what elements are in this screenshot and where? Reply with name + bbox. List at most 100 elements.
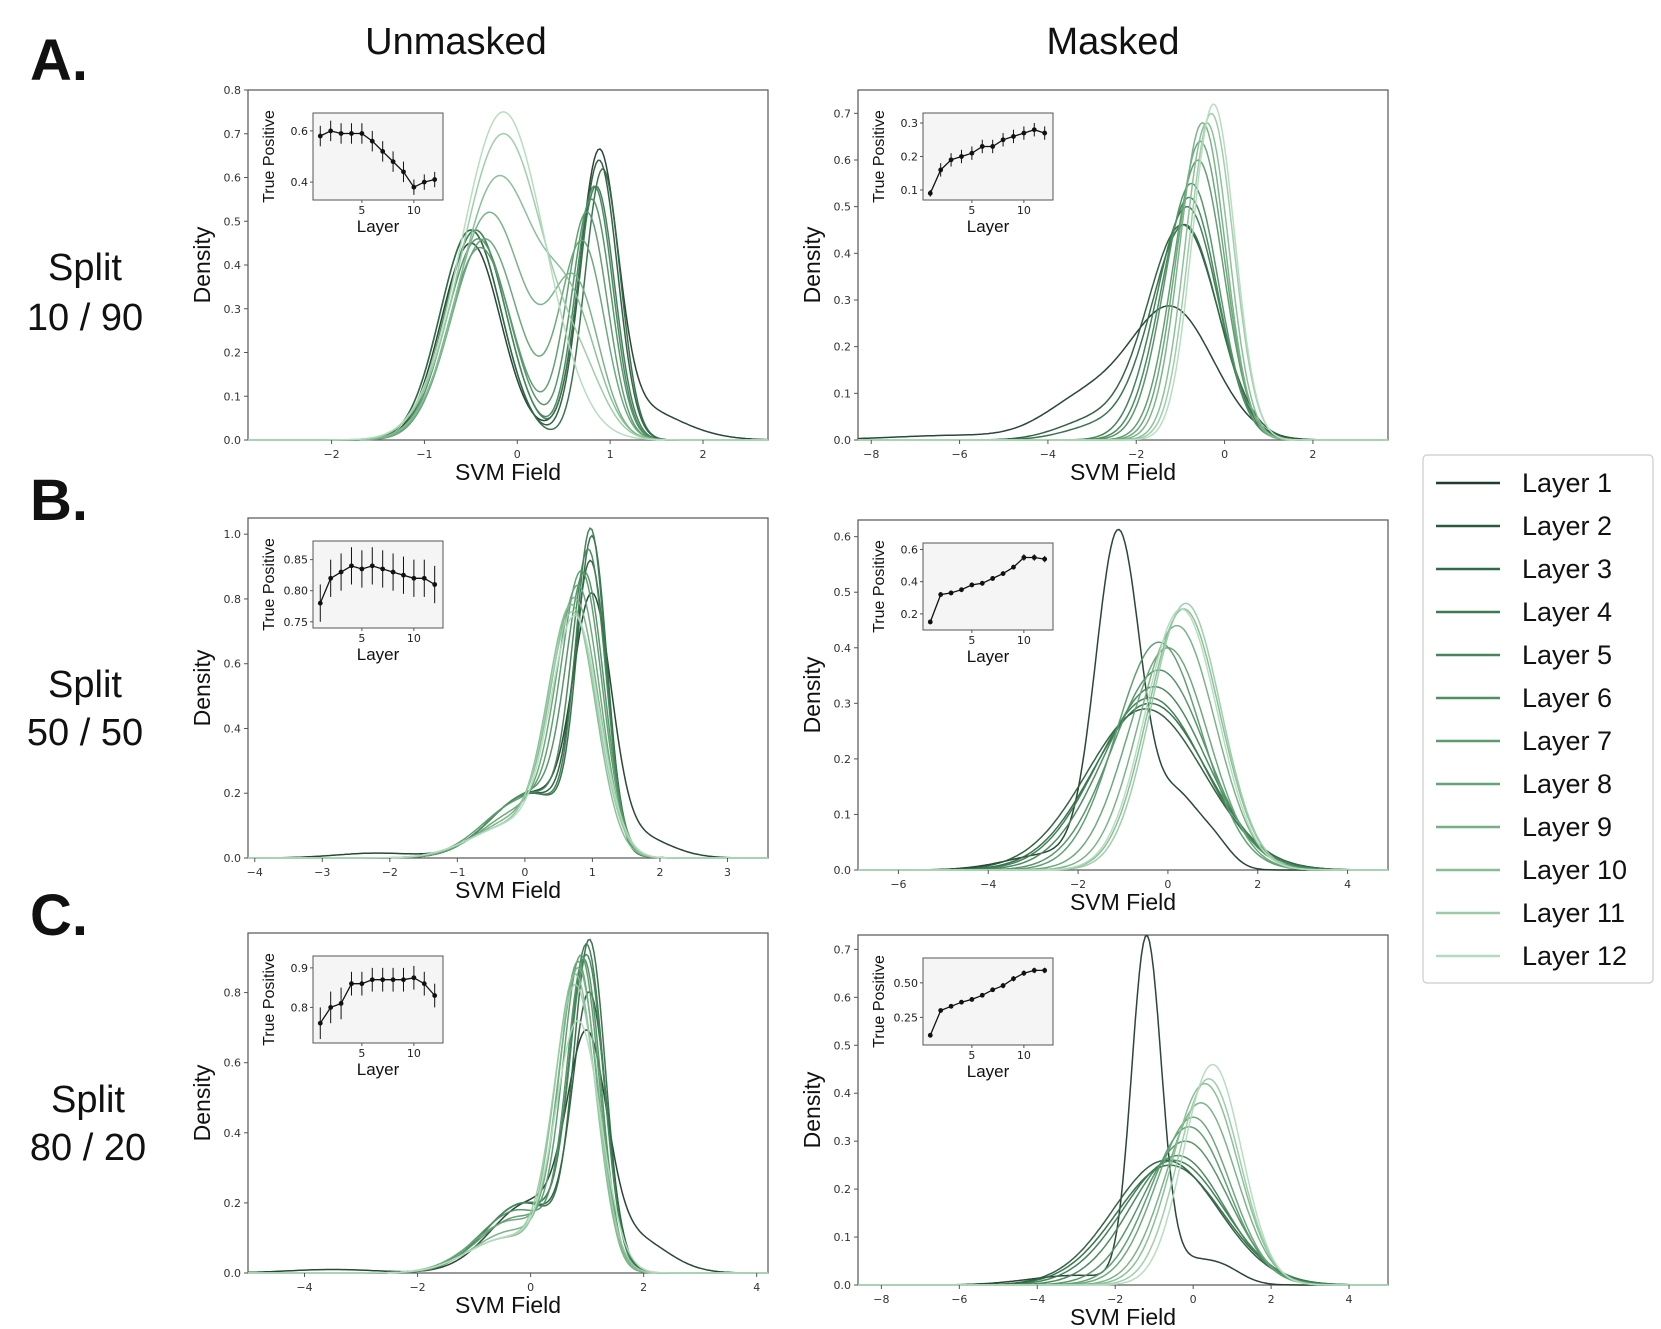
x-tick-label: −3 xyxy=(314,866,330,879)
inset-y-tick-label: 0.75 xyxy=(284,616,309,629)
inset-point xyxy=(948,590,954,596)
inset-point xyxy=(328,575,334,581)
inset-point xyxy=(969,997,975,1002)
inset-y-tick-label: 0.85 xyxy=(284,554,309,567)
y-tick-label: 0.4 xyxy=(834,642,852,655)
inset-point xyxy=(411,184,417,190)
inset-point xyxy=(948,1003,954,1009)
inset-point xyxy=(432,993,438,998)
inset-point xyxy=(990,144,996,149)
inset-frame xyxy=(922,957,1054,1046)
inset-point xyxy=(328,128,334,134)
x-tick-label: 0 xyxy=(1190,1293,1197,1306)
y-tick-label: 0.6 xyxy=(834,531,852,544)
y-tick-label: 0.1 xyxy=(834,808,852,821)
x-axis-label: SVM Field xyxy=(455,877,561,903)
legend-label-layer-6: Layer 6 xyxy=(1522,683,1612,713)
row-label-c-line2: 80 / 20 xyxy=(30,1127,146,1169)
inset-frame xyxy=(922,112,1054,201)
legend-entries: Layer 1 Layer 2 Layer 3 Layer 4 Layer 5 Layer… xyxy=(1436,468,1627,971)
inset-point xyxy=(1042,556,1048,562)
column-title-masked: Masked xyxy=(1046,21,1179,63)
inset-point xyxy=(328,1005,334,1010)
y-tick-label: 0.0 xyxy=(224,1267,242,1280)
y-tick-label: 0.0 xyxy=(224,434,242,447)
y-axis-label: Density xyxy=(799,1071,825,1148)
x-tick-label: 2 xyxy=(1309,448,1316,461)
inset-x-tick-label: 10 xyxy=(407,1047,421,1060)
inset-frame xyxy=(312,955,444,1044)
inset-plot: 5 10 0.1 0.2 0.3 Layer True Positive xyxy=(871,110,1054,236)
y-tick-label: 0.1 xyxy=(224,390,242,403)
inset-point xyxy=(1011,134,1016,139)
inset-y-tick-label: 0.4 xyxy=(291,176,309,189)
x-tick-label: −4 xyxy=(1040,448,1056,461)
x-tick-label: −8 xyxy=(863,448,879,461)
legend-label-layer-9: Layer 9 xyxy=(1522,812,1612,842)
inset-point xyxy=(938,167,944,173)
y-tick-label: 0.6 xyxy=(834,991,852,1004)
panel-a-unmasked: −2 −1 0 1 2 0.0 0.1 0.2 0.3 0.4 0.5 0.6 0.7 0.8 SVM Fi… xyxy=(189,84,769,485)
inset-x-axis-label: Layer xyxy=(357,1060,400,1079)
y-tick-label: 0.0 xyxy=(224,852,242,865)
inset-point xyxy=(990,576,996,581)
inset-point xyxy=(338,569,344,575)
x-tick-label: −2 xyxy=(382,866,398,879)
x-tick-label: 1 xyxy=(607,448,614,461)
legend-label-layer-10: Layer 10 xyxy=(1522,855,1627,885)
inset-y-tick-label: 0.2 xyxy=(901,608,919,621)
column-title-unmasked: Unmasked xyxy=(365,21,547,63)
inset-point xyxy=(948,157,954,163)
inset-point xyxy=(401,572,406,578)
x-axis-label: SVM Field xyxy=(455,459,561,485)
inset-point xyxy=(338,131,344,136)
inset-plot: 5 10 0.75 0.80 0.85 Layer True Positive xyxy=(261,538,444,664)
x-tick-label: −1 xyxy=(449,866,465,879)
inset-point xyxy=(359,131,365,136)
inset-y-tick-label: 0.6 xyxy=(901,543,919,556)
y-tick-label: 0.6 xyxy=(834,154,852,167)
x-tick-label: 2 xyxy=(640,1281,647,1294)
legend-label-layer-3: Layer 3 xyxy=(1522,554,1612,584)
inset-point xyxy=(927,1032,933,1038)
inset-point xyxy=(432,582,438,587)
y-tick-label: 0.4 xyxy=(224,259,242,272)
inset-x-axis-label: Layer xyxy=(357,645,400,664)
x-tick-label: 0 xyxy=(514,448,521,461)
inset-point xyxy=(369,977,375,983)
inset-point xyxy=(979,580,985,586)
inset-point xyxy=(359,981,365,987)
x-tick-label: −2 xyxy=(323,448,339,461)
inset-y-axis-label: True Positive xyxy=(871,955,888,1048)
row-label-c-line1: Split xyxy=(51,1079,125,1121)
inset-plot: 5 10 0.25 0.50 Layer True Positive xyxy=(871,955,1054,1081)
y-tick-label: 0.5 xyxy=(834,1039,852,1052)
density-curve-layer-12 xyxy=(858,1063,1388,1286)
inset-point xyxy=(317,133,323,139)
inset-point xyxy=(938,1008,944,1013)
y-axis-label: Density xyxy=(189,1064,215,1141)
inset-x-tick-label: 5 xyxy=(358,632,365,645)
density-curve-layer-12 xyxy=(248,614,768,859)
y-tick-label: 0.2 xyxy=(834,753,852,766)
y-tick-label: 0.6 xyxy=(224,172,242,185)
x-tick-label: 2 xyxy=(700,448,707,461)
inset-point xyxy=(1031,555,1037,560)
y-tick-label: 0.2 xyxy=(834,1183,852,1196)
x-tick-label: 0 xyxy=(527,1281,534,1294)
panel-c-masked: −8 −6 −4 −2 0 2 4 0.0 0.1 0.2 0.3 0.4 0.5 0.6 0.7 SVM F… xyxy=(799,934,1389,1329)
inset-y-axis-label: True Positive xyxy=(871,110,888,203)
inset-x-tick-label: 10 xyxy=(407,204,421,217)
inset-plot: 5 10 0.2 0.4 0.6 Layer True Positive xyxy=(871,540,1054,666)
x-tick-label: 2 xyxy=(656,866,663,879)
inset-point xyxy=(359,566,365,572)
legend-label-layer-5: Layer 5 xyxy=(1522,640,1612,670)
x-tick-label: −4 xyxy=(296,1281,312,1294)
inset-point xyxy=(380,977,386,983)
inset-y-tick-label: 0.1 xyxy=(901,184,919,197)
row-label-b-line1: Split xyxy=(48,664,122,706)
panel-c-unmasked: −4 −2 0 2 4 0.0 0.2 0.4 0.6 0.8 SVM Field Density 5 1… xyxy=(189,932,769,1318)
row-label-a-line2: 10 / 90 xyxy=(27,297,143,339)
inset-point xyxy=(380,566,386,572)
y-axis-label: Density xyxy=(189,226,215,303)
